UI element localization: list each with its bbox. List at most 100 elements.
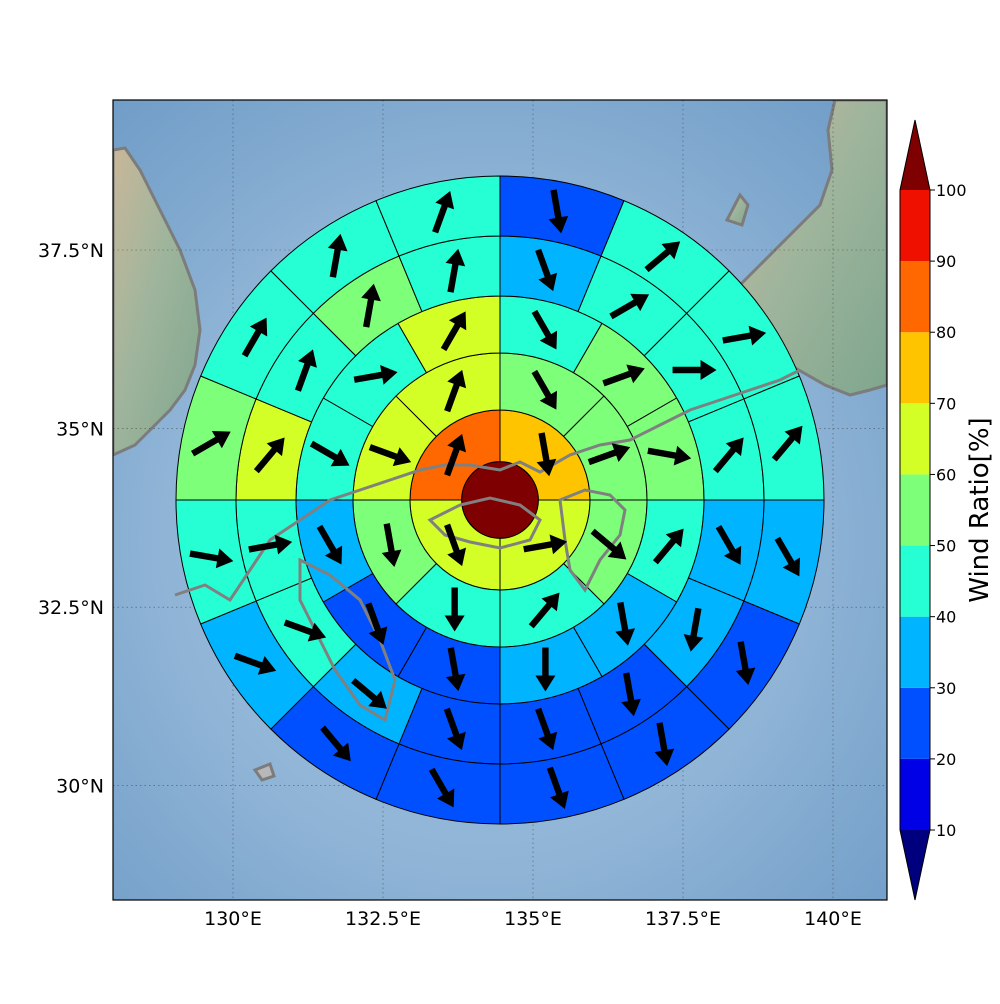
colorbar-tick-label: 50	[936, 537, 956, 556]
wind-arrow-shape	[722, 325, 767, 346]
colorbar-segment	[900, 403, 930, 475]
wind-arrow-shape	[548, 189, 569, 234]
wind-arrow-shape	[283, 619, 327, 642]
wind-arrow-shape	[774, 536, 801, 577]
wind-arrow-shape	[531, 369, 558, 410]
wind-arrow-shape	[327, 233, 348, 278]
wind-arrow-shape	[316, 524, 343, 565]
colorbar-tick-label: 40	[936, 608, 956, 627]
wind-arrow	[316, 524, 343, 565]
wind-arrow-shape	[189, 548, 234, 569]
wind-arrow	[445, 647, 466, 692]
wind-arrow-shape	[546, 766, 569, 810]
wind-arrow	[587, 443, 631, 466]
wind-arrow-shape	[353, 365, 398, 385]
y-tick-label: 35°N	[56, 419, 104, 441]
wind-arrow	[241, 317, 268, 358]
wind-arrow	[443, 707, 466, 751]
colorbar-tick-label: 20	[936, 750, 956, 769]
wind-arrow	[365, 602, 388, 645]
wind-arrow-shape	[432, 190, 455, 234]
sado-island	[724, 192, 750, 227]
wind-arrow	[652, 528, 684, 565]
wind-arrow	[535, 707, 558, 751]
wind-arrow-shape	[771, 425, 803, 462]
wind-arrow-shape	[241, 317, 268, 358]
wind-arrow-shape	[672, 359, 717, 380]
wind-arrow-shape	[381, 523, 402, 568]
wind-arrow-shape	[644, 241, 681, 273]
wind-arrow-shape	[523, 534, 568, 555]
wind-arrow	[432, 190, 455, 234]
wind-arrow	[444, 587, 465, 632]
wind-arrow	[381, 523, 402, 568]
wind-arrow-shape	[587, 443, 631, 466]
x-tick-label: 130°E	[204, 908, 262, 930]
wind-arrow	[771, 425, 803, 462]
wind-arrow-shape	[535, 647, 556, 692]
wind-arrows	[189, 189, 803, 810]
wind-arrow-shape	[248, 534, 293, 555]
wind-arrow-shape	[351, 677, 387, 709]
y-tick-label: 30°N	[56, 776, 104, 798]
x-tick-label: 137.5°E	[645, 908, 721, 930]
wind-arrow-shape	[444, 523, 467, 567]
colorbar-tick-label: 30	[936, 679, 956, 698]
wind-arrow-shape	[445, 647, 466, 692]
wind-arrow	[248, 534, 293, 555]
island	[252, 762, 276, 782]
x-tick-label: 140°E	[804, 908, 862, 930]
wind-arrow-shape	[190, 430, 231, 457]
colorbar-tick-label: 100	[936, 181, 967, 200]
colorbar-tick-label: 80	[936, 323, 956, 342]
wind-arrow	[548, 189, 569, 234]
wind-arrow-shape	[535, 707, 558, 751]
wind-arrow	[654, 722, 675, 767]
wind-arrow	[444, 369, 467, 413]
wind-arrow	[647, 445, 692, 466]
wind-arrow	[536, 432, 557, 477]
x-tick-label: 132.5°E	[345, 908, 421, 930]
wind-arrow-shape	[365, 602, 388, 645]
wind-arrow	[444, 523, 467, 567]
wind-arrow-shape	[590, 528, 627, 560]
wind-arrow	[722, 325, 767, 346]
wind-arrow	[440, 311, 467, 352]
wind-arrow-shape	[361, 283, 381, 328]
wind-arrow-shape	[445, 248, 466, 293]
colorbar-tick-label: 10	[936, 821, 956, 840]
wind-arrow	[189, 548, 234, 569]
wind-arrow	[531, 369, 558, 410]
wind-arrow	[602, 364, 645, 387]
shikoku-coastline	[427, 496, 542, 550]
wind-arrow	[190, 430, 231, 457]
wind-arrow	[428, 767, 455, 808]
wind-arrow	[283, 619, 327, 642]
wind-arrow	[774, 536, 801, 577]
wind-arrow-shape	[428, 767, 455, 808]
wind-arrow	[309, 440, 350, 467]
colorbar-segment	[900, 758, 930, 830]
colorbar-segment	[900, 616, 930, 688]
wind-arrow	[523, 534, 568, 555]
colorbar-segment	[900, 190, 930, 262]
wind-arrow	[368, 444, 412, 467]
wind-arrow-shape	[621, 672, 641, 717]
wind-arrow	[590, 528, 627, 560]
wind-arrow	[644, 241, 681, 273]
colorbar-tick-label: 90	[936, 252, 956, 271]
wind-arrow-shape	[536, 432, 557, 477]
wind-arrow	[294, 349, 317, 392]
wind-arrow-shape	[531, 309, 558, 350]
wind-arrow	[735, 641, 756, 686]
wind-arrow	[621, 672, 641, 717]
wind-arrow-shape	[609, 293, 650, 320]
colorbar-extend-top	[900, 120, 930, 190]
wind-arrow	[535, 248, 558, 292]
wind-arrow-shape	[320, 725, 351, 762]
wind-arrow	[528, 592, 560, 629]
wind-arrow-shape	[440, 311, 467, 352]
x-tick-label: 135°E	[504, 908, 562, 930]
wind-arrow-shape	[602, 364, 645, 387]
